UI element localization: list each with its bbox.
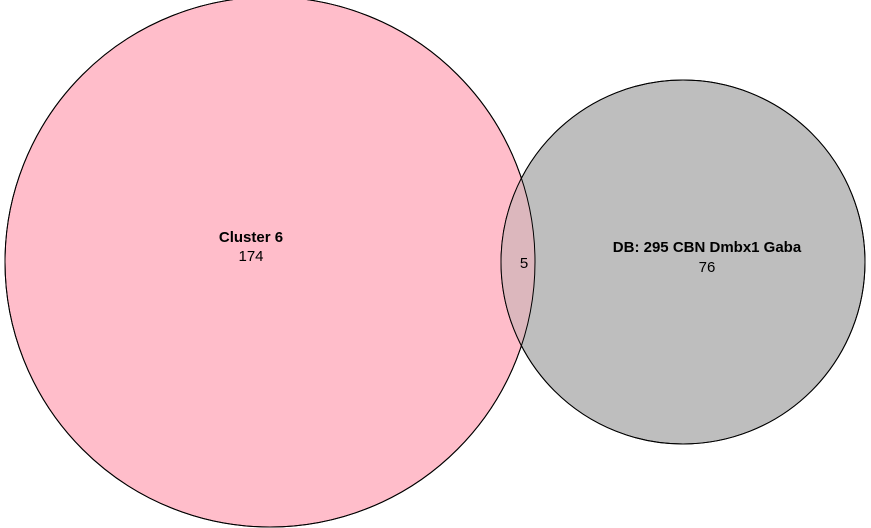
set-circle-db: [501, 80, 865, 444]
intersection-count: 5: [520, 255, 528, 272]
set-count-cluster-6: 174: [238, 248, 263, 265]
set-circle-cluster-6: [5, 0, 535, 527]
set-label-cluster-6: Cluster 6: [219, 229, 283, 246]
set-label-db: DB: 295 CBN Dmbx1 Gaba: [613, 239, 802, 256]
set-count-db: 76: [699, 259, 716, 276]
